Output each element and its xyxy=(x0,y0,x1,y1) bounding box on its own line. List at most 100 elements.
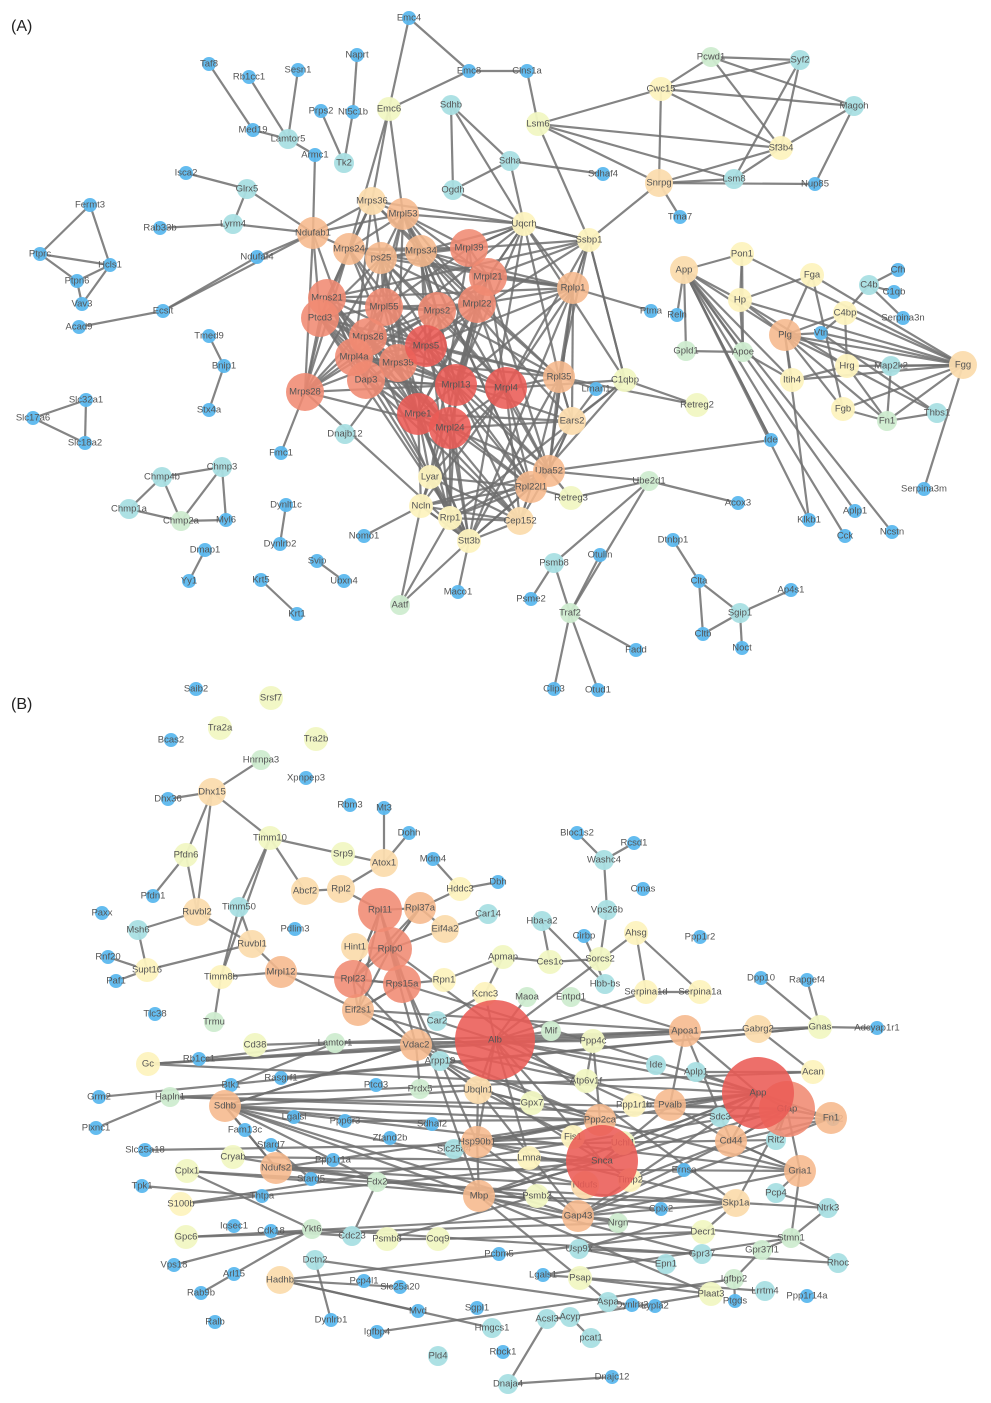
node-circle xyxy=(808,1015,832,1039)
network-node: Aplp1 xyxy=(684,1062,708,1082)
network-edge xyxy=(387,17,411,110)
network-edge xyxy=(570,287,575,422)
node-label: Ppp4c xyxy=(580,1036,607,1047)
network-edge xyxy=(230,1041,336,1087)
node-circle xyxy=(347,361,385,399)
node-label: Mdm4 xyxy=(420,854,446,865)
node-label: Ppp1r1b xyxy=(616,1100,652,1111)
network-edge xyxy=(180,466,223,522)
network-edge xyxy=(569,1292,712,1319)
node-label: Msh6 xyxy=(126,925,149,936)
network-edge xyxy=(507,1318,548,1385)
node-label: Slc17a6 xyxy=(16,413,50,424)
node-circle xyxy=(278,129,298,149)
node-label: C4bp xyxy=(834,308,857,319)
node-circle xyxy=(752,1240,772,1260)
network-node: pcat1 xyxy=(579,1328,603,1348)
node-circle xyxy=(365,288,403,326)
node-circle xyxy=(595,974,615,994)
network-node: Emc8 xyxy=(457,64,481,78)
network-node: Sdhb xyxy=(440,95,462,115)
network-node: Retreg3 xyxy=(554,486,588,510)
node-circle xyxy=(136,1052,160,1076)
node-label: Xpnpep3 xyxy=(287,773,325,784)
node-circle xyxy=(634,980,658,1004)
node-circle xyxy=(198,543,212,557)
node-label: Rbck1 xyxy=(490,1347,517,1358)
network-edge xyxy=(450,104,525,225)
node-circle xyxy=(581,1029,605,1053)
network-node: S100b xyxy=(167,1192,195,1216)
node-label: Hmgcs1 xyxy=(475,1323,510,1334)
node-circle xyxy=(559,486,583,510)
node-label: Ide xyxy=(649,1060,662,1071)
node-circle xyxy=(685,393,709,417)
network-edge xyxy=(326,238,590,300)
network-node: Tra2b xyxy=(304,727,328,751)
node-label: Rpl2 xyxy=(331,884,351,895)
node-label: Rhoc xyxy=(827,1258,849,1269)
network-node: Emc6 xyxy=(377,97,401,121)
node-circle xyxy=(949,351,977,379)
node-circle xyxy=(728,1294,742,1308)
node-label: Aatf xyxy=(392,600,409,611)
node-label: Prdx5 xyxy=(408,1084,433,1095)
node-circle xyxy=(183,898,211,926)
network-node: Psmb8 xyxy=(372,1227,402,1251)
network-node: Cep152 xyxy=(503,507,537,535)
node-label: Rpn1 xyxy=(433,975,456,986)
node-label: Naprt xyxy=(345,50,369,61)
network-node: Cryab xyxy=(220,1145,246,1169)
network-node: Sorcs2 xyxy=(585,947,615,971)
node-label: Zfand2b xyxy=(373,1133,408,1144)
network-node: Hp xyxy=(728,288,752,312)
network-edge xyxy=(569,480,650,614)
network-node: Lman1 xyxy=(581,382,611,396)
node-label: ps25 xyxy=(371,253,392,264)
network-node: Hint1 xyxy=(341,933,369,961)
network-node: Sgpl1 xyxy=(465,1301,489,1315)
node-circle xyxy=(724,1269,744,1289)
node-label: Mrpl55 xyxy=(369,302,398,313)
node-label: Dap3 xyxy=(355,375,378,386)
network-node: Cplx1 xyxy=(175,1159,199,1183)
node-circle xyxy=(646,1055,666,1075)
network-node: Ecsit xyxy=(153,304,174,318)
node-circle xyxy=(427,1011,447,1031)
node-label: Atp6v1f xyxy=(570,1076,603,1087)
network-node: Ndufs2 xyxy=(260,1152,292,1184)
node-circle xyxy=(75,297,89,311)
network-edge xyxy=(779,59,802,149)
network-edge xyxy=(784,334,888,422)
node-circle xyxy=(491,875,505,889)
node-circle xyxy=(557,272,589,304)
network-node: Lyar xyxy=(418,465,442,489)
network-node: Car2 xyxy=(427,1011,447,1031)
network-edge xyxy=(185,1214,579,1239)
network-edge xyxy=(275,1166,801,1173)
node-circle xyxy=(629,643,643,657)
node-label: Mrpl21 xyxy=(473,272,502,283)
network-node: Ssbp1 xyxy=(576,228,602,252)
network-node: Dnajb12 xyxy=(327,424,363,444)
node-label: Svip xyxy=(308,556,326,567)
node-label: Maco1 xyxy=(444,587,473,598)
network-node: Fadd xyxy=(625,643,647,657)
node-circle xyxy=(724,169,744,189)
network-node: Ube2d1 xyxy=(632,471,666,491)
node-label: Srsf7 xyxy=(260,693,282,704)
network-node: Sdha xyxy=(499,151,522,171)
network-node: Klkb1 xyxy=(797,513,821,527)
node-label: Ears2 xyxy=(560,416,585,427)
node-circle xyxy=(418,292,456,330)
network-node: Aplp1 xyxy=(843,504,867,518)
network-node: Ptma xyxy=(640,304,663,318)
node-circle xyxy=(722,1189,750,1217)
node-label: Lmna xyxy=(517,1153,541,1164)
node-label: Prps2 xyxy=(309,106,334,117)
node-label: Mrpl12 xyxy=(266,967,295,978)
node-circle xyxy=(589,382,603,396)
node-circle xyxy=(258,826,282,850)
network-node: Ide xyxy=(764,433,778,447)
